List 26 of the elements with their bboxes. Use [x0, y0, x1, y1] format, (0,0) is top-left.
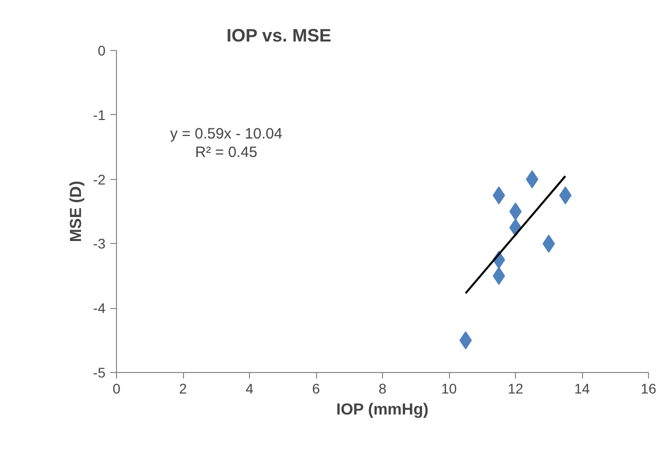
point: [526, 170, 538, 188]
annotation: y = 0.59x - 10.04: [170, 126, 282, 143]
point: [492, 186, 506, 204]
x-tick-label: 8: [378, 380, 387, 396]
x-tick-label: 6: [312, 380, 320, 396]
x-axis-title: IOP (mmHg): [336, 402, 428, 418]
y-tick-label: -1: [93, 106, 106, 123]
point: [492, 266, 506, 285]
point: [509, 202, 522, 220]
x-tick-label: 14: [574, 380, 590, 396]
y-axis-title: MSE (D): [68, 180, 86, 242]
x-tick-label: 4: [246, 380, 254, 396]
y-tick-label: -5: [93, 364, 106, 380]
annotation: R² = 0.45: [195, 144, 258, 161]
y-tick-label: -4: [93, 300, 106, 316]
x-tick-label: 10: [441, 380, 457, 396]
point: [459, 331, 472, 350]
x-tick-label: 0: [112, 380, 121, 396]
y-tick-label: -2: [93, 171, 106, 188]
x-tick-label: 2: [179, 380, 188, 396]
point: [559, 186, 572, 204]
x-tick-label: 16: [640, 380, 656, 396]
y-tick-label: 0: [98, 42, 106, 58]
x-tick-label: 12: [508, 380, 524, 396]
y-tick-label: -3: [93, 236, 106, 252]
chart-title: IOP vs. MSE: [226, 26, 332, 46]
